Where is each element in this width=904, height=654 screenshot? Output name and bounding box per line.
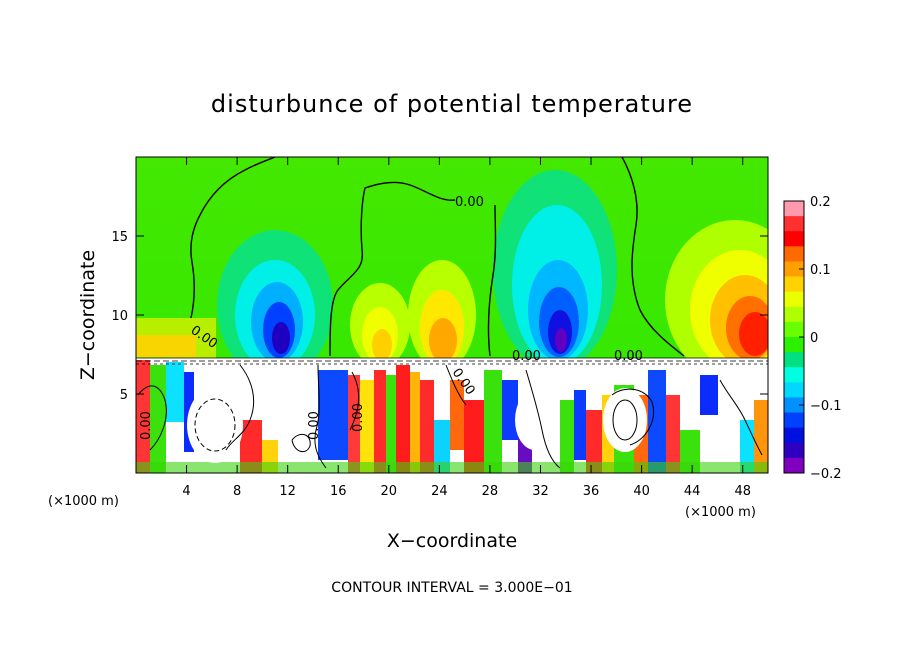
colorbar-ticks: 0.2 0.1 0 −0.1 −0.2 [799,195,842,482]
x-tick-label: 28 [482,484,499,499]
x-tick-label: 4 [182,484,190,499]
colorbar-tick-label: −0.1 [810,399,842,414]
colorbar-swatch [784,457,804,474]
colorbar-swatch [784,261,804,278]
x-tick-label: 40 [633,484,650,499]
colorbar-swatch [784,442,804,459]
x-tick-label: 20 [381,484,398,499]
x-axis-ticks: 4 8 12 16 20 24 28 32 36 40 44 48 [182,157,751,499]
colorbar-tick-label: 0.2 [810,195,831,210]
colorbar-tick-label: 0 [810,331,818,346]
x-axis-title: X−coordinate [387,530,517,552]
colorbar-swatch [784,231,804,247]
colorbar-swatch [784,291,804,308]
colorbar [784,201,804,474]
colorbar-tick-label: −0.2 [810,467,842,482]
contour-label: 0.00 [351,403,366,432]
x-tick-label: 32 [532,484,549,499]
chart-title: disturbunce of potential temperature [211,90,693,118]
colorbar-swatch [784,397,804,414]
colorbar-tick-label: 0.1 [810,263,831,278]
colorbar-swatch [784,306,804,323]
contour-label: 0.00 [455,195,484,210]
colorbar-swatch [784,201,804,217]
colorbar-swatch [784,412,804,429]
zero-contours [190,157,685,357]
contour-interval-note: CONTOUR INTERVAL = 3.000E−01 [331,580,572,596]
colorbar-swatch [784,276,804,293]
contour-label: 0.00 [512,349,541,364]
contour-label: 0.00 [614,349,643,364]
y-axis-ticks: 5 10 15 [111,230,768,403]
x-unit-label-right: (×1000 m) [685,505,756,520]
x-unit-label-left: (×1000 m) [48,494,119,509]
plot-area [136,157,768,473]
colorbar-swatch [784,382,804,398]
y-tick-label: 15 [111,230,128,245]
x-tick-label: 16 [330,484,347,499]
colorbar-frame [783,200,805,474]
x-tick-label: 36 [583,484,600,499]
contour-label: 0.00 [307,411,322,440]
x-tick-label: 48 [734,484,751,499]
x-tick-label: 24 [431,484,448,499]
x-tick-label: 12 [279,484,296,499]
x-tick-label: 44 [684,484,701,499]
y-tick-label: 10 [111,309,128,324]
colorbar-swatch [784,246,804,262]
y-axis-title: Z−coordinate [77,250,99,380]
y-tick-label: 5 [120,388,128,403]
colorbar-swatch [784,352,804,368]
colorbar-swatch [784,367,804,383]
x-tick-label: 8 [233,484,241,499]
colorbar-swatch [784,321,804,338]
colorbar-swatch [784,216,804,232]
colorbar-swatch [784,337,804,353]
contour-label: 0.00 [139,411,154,440]
colorbar-swatch [784,427,804,444]
